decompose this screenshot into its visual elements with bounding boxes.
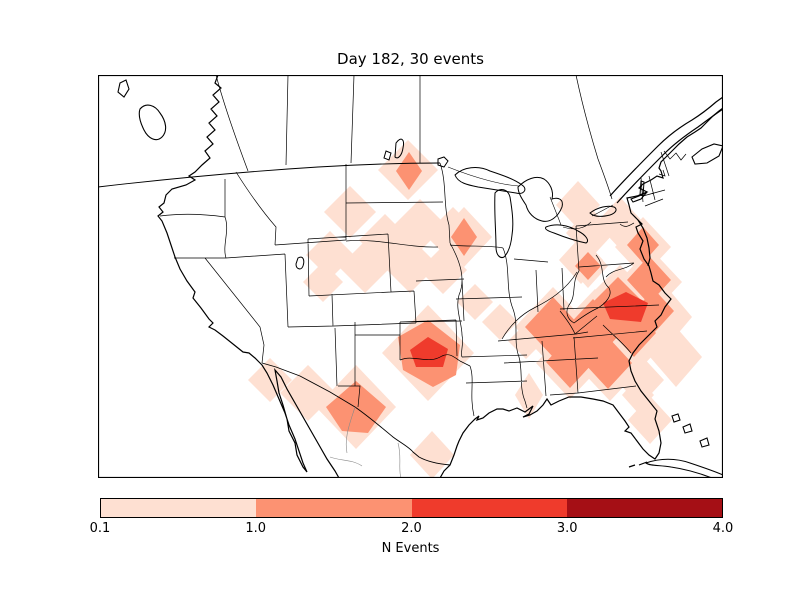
contour-patch-level-2 [584, 337, 632, 389]
lake-huron [517, 176, 563, 222]
basemap-lines [98, 75, 723, 478]
contour-patch-level-1 [303, 262, 343, 302]
contour-patch-level-2 [612, 309, 656, 357]
lake-superior [454, 167, 526, 194]
chart-title: Day 182, 30 events [337, 50, 484, 68]
contour-patch-level-2 [326, 381, 386, 433]
haida-gwaii [117, 79, 130, 98]
contour-patch-level-1 [280, 365, 336, 421]
contour-patch-level-1 [410, 431, 454, 478]
province-borders [215, 75, 687, 200]
contour-patch-level-1 [324, 186, 376, 238]
colorbar [100, 498, 723, 518]
lake-ontario [589, 205, 617, 217]
colorbar-tick-label: 4.0 [712, 521, 734, 536]
colorbar-tick-label: 3.0 [556, 521, 578, 536]
lake-winnipeg [383, 138, 449, 168]
contour-patch-level-1 [650, 327, 702, 387]
colorbar-segment [411, 499, 567, 517]
contour-patches [248, 140, 702, 478]
st-lawrence-river [609, 96, 723, 204]
pacific-coastline [157, 75, 340, 478]
bahamas [671, 413, 710, 448]
lake-erie [545, 224, 589, 244]
map-axes [98, 75, 723, 478]
contour-patch-level-2 [627, 256, 671, 304]
florida-keys [628, 461, 648, 468]
gulf-atlantic-coastline [439, 107, 723, 478]
lake-michigan [494, 189, 514, 258]
great-salt-lake [295, 256, 305, 270]
state-borders [159, 151, 670, 417]
colorbar-segment [101, 499, 257, 517]
contour-patch-level-2 [627, 227, 659, 263]
cuba [644, 458, 723, 478]
contour-patch-level-1 [382, 237, 438, 293]
mexico-state-borders [329, 406, 402, 478]
contour-patch-level-1 [419, 246, 467, 294]
vancouver-island [138, 104, 167, 141]
canada-us-border [98, 162, 441, 188]
contour-patch-level-2 [546, 336, 594, 388]
colorbar-segment [566, 499, 722, 517]
contour-patch-level-1 [339, 241, 391, 293]
map-frame [98, 75, 723, 478]
colorbar-tick-label: 2.0 [401, 521, 422, 536]
colorbar-label: N Events [381, 541, 440, 556]
border-through-lakes [447, 166, 614, 230]
colorbar-segment [256, 499, 412, 517]
nova-scotia [691, 143, 723, 165]
colorbar-ticks: 0.1 1.0 2.0 3.0 4.0 [90, 521, 734, 538]
delmarva-peninsula [637, 219, 651, 267]
contour-patch-level-2 [451, 218, 477, 256]
contour-patch-level-3 [603, 292, 648, 322]
contour-patch-level-1 [622, 377, 654, 413]
us-mexico-border [261, 362, 451, 466]
contour-patch-level-1 [515, 373, 543, 419]
contour-patch-level-1 [482, 304, 518, 340]
contour-patch-level-2 [396, 152, 422, 190]
colorbar-tick-label: 0.1 [89, 521, 111, 536]
contour-patch-level-1 [457, 284, 493, 320]
contour-patch-level-3 [410, 337, 448, 367]
colorbar-tick-label: 1.0 [245, 521, 267, 536]
